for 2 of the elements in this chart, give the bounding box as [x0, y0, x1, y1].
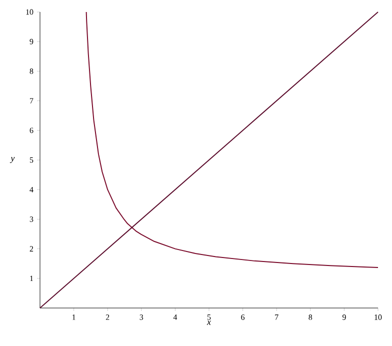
y-axis-title: y	[10, 156, 15, 164]
x-axis-title: x	[206, 320, 211, 325]
